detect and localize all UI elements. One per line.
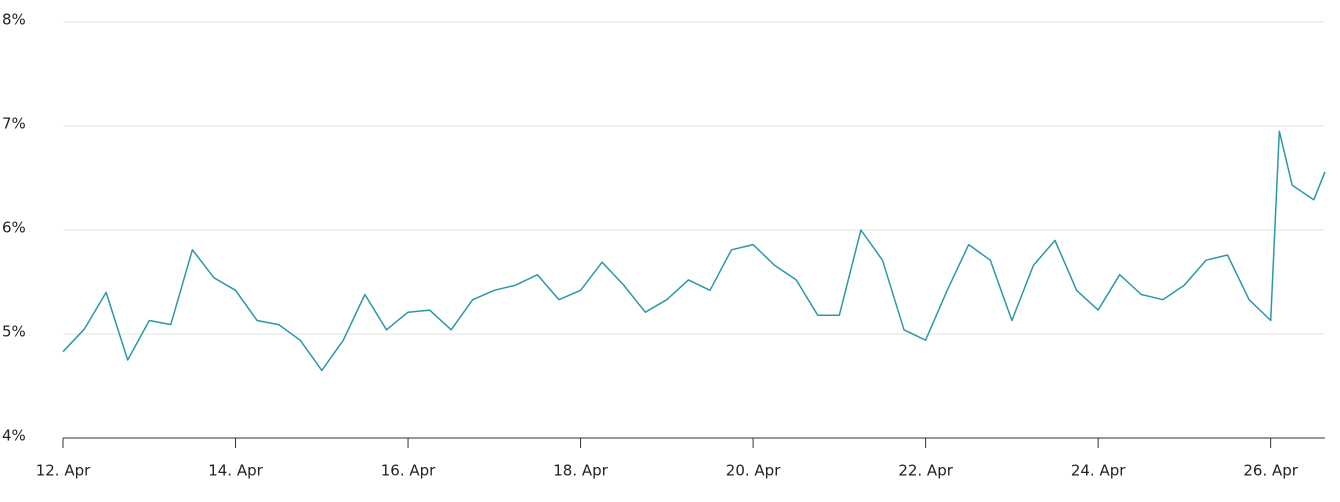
- x-tick-label: 26. Apr: [1243, 462, 1298, 480]
- y-tick-label: 5%: [2, 323, 26, 341]
- x-tick-label: 14. Apr: [208, 462, 263, 480]
- x-tick-label: 20. Apr: [726, 462, 781, 480]
- x-tick-label: 24. Apr: [1071, 462, 1126, 480]
- x-tick-label: 12. Apr: [36, 462, 91, 480]
- x-tick-label: 16. Apr: [381, 462, 436, 480]
- line: [62, 130, 1326, 372]
- y-tick-label: 8%: [2, 11, 26, 29]
- y-tick-label: 6%: [2, 219, 26, 237]
- y-tick-label: 7%: [2, 115, 26, 133]
- x-tick-label: 18. Apr: [553, 462, 608, 480]
- y-tick-label: 4%: [2, 427, 26, 445]
- x-tick-label: 22. Apr: [898, 462, 953, 480]
